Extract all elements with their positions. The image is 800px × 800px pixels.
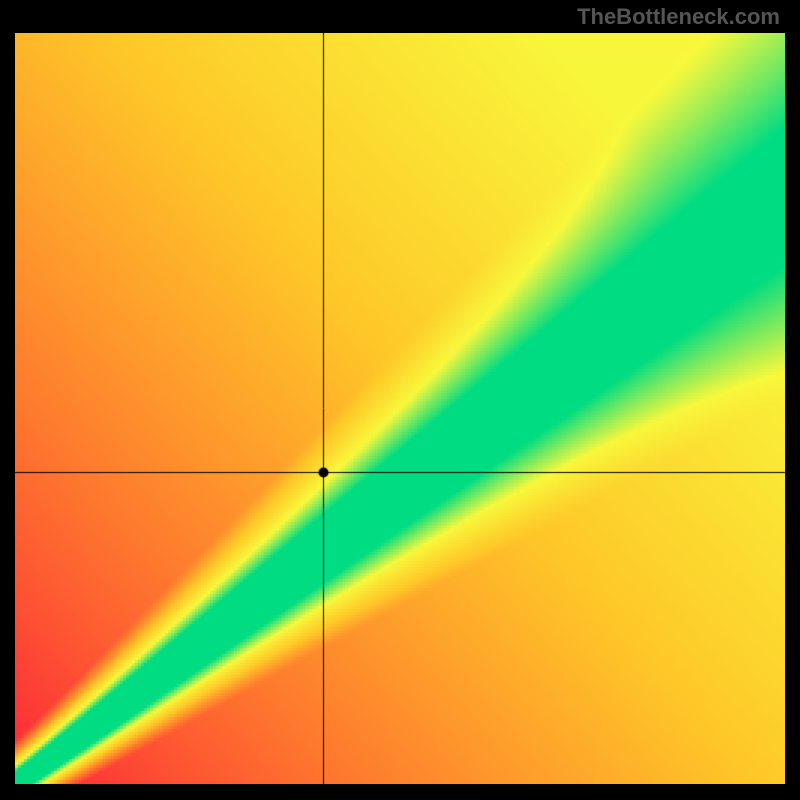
watermark-text: TheBottleneck.com xyxy=(577,4,780,30)
bottleneck-heatmap xyxy=(15,33,785,784)
chart-container: { "type": "heatmap", "watermark": "TheBo… xyxy=(0,0,800,800)
